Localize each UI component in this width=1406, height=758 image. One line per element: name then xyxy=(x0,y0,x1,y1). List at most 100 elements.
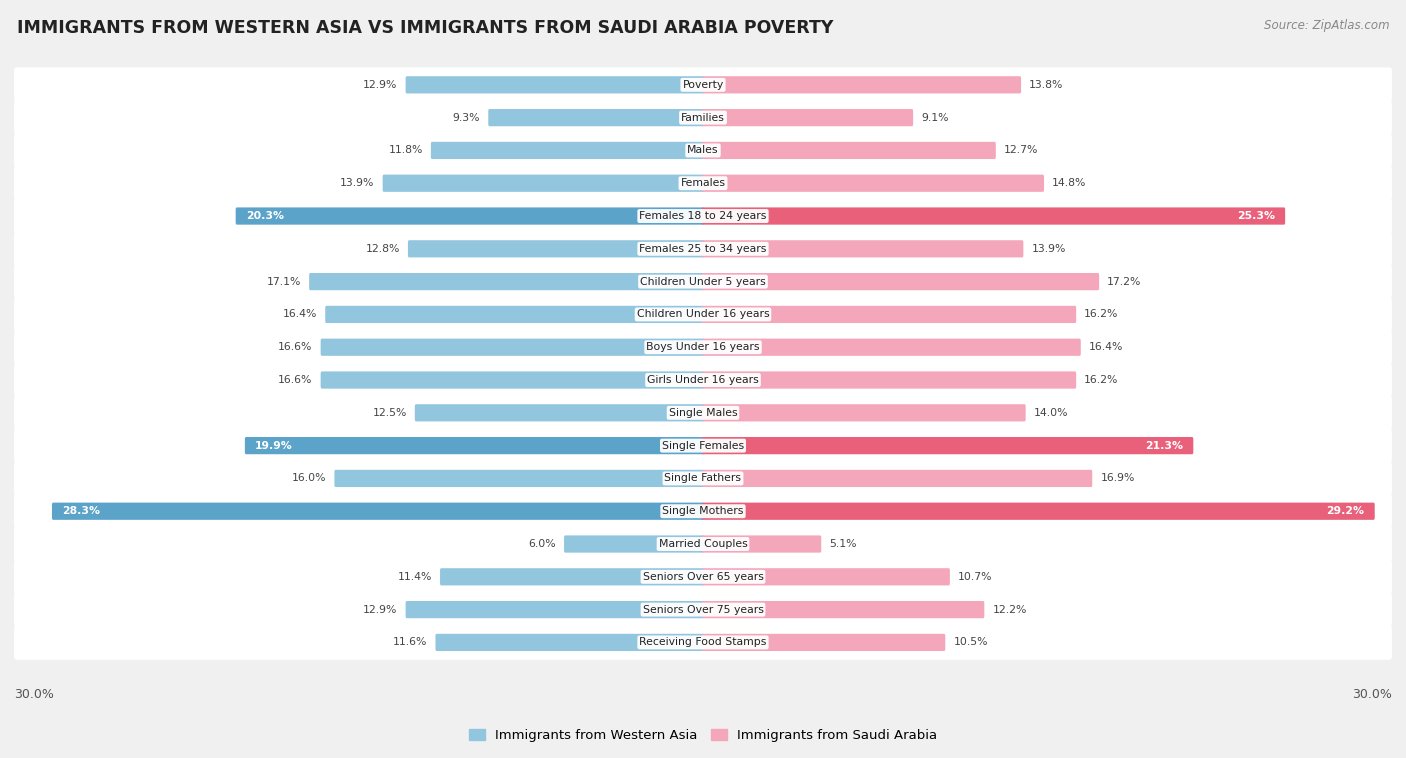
FancyBboxPatch shape xyxy=(14,100,1392,135)
Text: Poverty: Poverty xyxy=(682,80,724,90)
Text: 19.9%: 19.9% xyxy=(256,440,292,450)
Text: Seniors Over 75 years: Seniors Over 75 years xyxy=(643,605,763,615)
FancyBboxPatch shape xyxy=(702,77,1021,93)
FancyBboxPatch shape xyxy=(702,240,1024,258)
Text: 29.2%: 29.2% xyxy=(1326,506,1364,516)
Text: 13.9%: 13.9% xyxy=(340,178,374,188)
FancyBboxPatch shape xyxy=(14,330,1392,365)
Text: Children Under 5 years: Children Under 5 years xyxy=(640,277,766,287)
Text: 16.2%: 16.2% xyxy=(1084,309,1119,319)
FancyBboxPatch shape xyxy=(702,339,1081,356)
FancyBboxPatch shape xyxy=(405,601,704,619)
Text: Receiving Food Stamps: Receiving Food Stamps xyxy=(640,637,766,647)
Text: 20.3%: 20.3% xyxy=(246,211,284,221)
FancyBboxPatch shape xyxy=(430,142,704,159)
FancyBboxPatch shape xyxy=(245,437,704,454)
FancyBboxPatch shape xyxy=(702,404,1025,421)
FancyBboxPatch shape xyxy=(14,231,1392,266)
FancyBboxPatch shape xyxy=(702,371,1076,389)
Text: 5.1%: 5.1% xyxy=(830,539,856,549)
FancyBboxPatch shape xyxy=(14,625,1392,660)
FancyBboxPatch shape xyxy=(14,362,1392,397)
Text: 9.3%: 9.3% xyxy=(453,113,481,123)
Text: IMMIGRANTS FROM WESTERN ASIA VS IMMIGRANTS FROM SAUDI ARABIA POVERTY: IMMIGRANTS FROM WESTERN ASIA VS IMMIGRAN… xyxy=(17,19,834,37)
FancyBboxPatch shape xyxy=(14,67,1392,102)
Text: Married Couples: Married Couples xyxy=(658,539,748,549)
FancyBboxPatch shape xyxy=(702,305,1076,323)
Text: 16.4%: 16.4% xyxy=(283,309,318,319)
FancyBboxPatch shape xyxy=(14,133,1392,168)
FancyBboxPatch shape xyxy=(702,109,912,127)
Text: Single Mothers: Single Mothers xyxy=(662,506,744,516)
FancyBboxPatch shape xyxy=(702,437,1194,454)
Text: 14.0%: 14.0% xyxy=(1033,408,1069,418)
FancyBboxPatch shape xyxy=(14,592,1392,627)
Text: 12.9%: 12.9% xyxy=(363,605,398,615)
Text: 6.0%: 6.0% xyxy=(529,539,555,549)
FancyBboxPatch shape xyxy=(14,461,1392,496)
Text: Females 25 to 34 years: Females 25 to 34 years xyxy=(640,244,766,254)
FancyBboxPatch shape xyxy=(14,166,1392,201)
Text: Females: Females xyxy=(681,178,725,188)
FancyBboxPatch shape xyxy=(236,208,704,224)
Text: Males: Males xyxy=(688,146,718,155)
FancyBboxPatch shape xyxy=(440,568,704,585)
FancyBboxPatch shape xyxy=(702,208,1285,224)
Text: 16.0%: 16.0% xyxy=(292,474,326,484)
Text: 21.3%: 21.3% xyxy=(1144,440,1182,450)
Text: Single Males: Single Males xyxy=(669,408,737,418)
Text: 14.8%: 14.8% xyxy=(1052,178,1087,188)
FancyBboxPatch shape xyxy=(564,535,704,553)
Text: 11.8%: 11.8% xyxy=(388,146,423,155)
FancyBboxPatch shape xyxy=(321,339,704,356)
FancyBboxPatch shape xyxy=(14,199,1392,233)
Text: 25.3%: 25.3% xyxy=(1237,211,1275,221)
Text: 10.5%: 10.5% xyxy=(953,637,988,647)
FancyBboxPatch shape xyxy=(405,77,704,93)
FancyBboxPatch shape xyxy=(702,174,1045,192)
Text: Single Fathers: Single Fathers xyxy=(665,474,741,484)
Text: Girls Under 16 years: Girls Under 16 years xyxy=(647,375,759,385)
FancyBboxPatch shape xyxy=(52,503,704,520)
FancyBboxPatch shape xyxy=(14,396,1392,431)
FancyBboxPatch shape xyxy=(14,265,1392,299)
Text: 11.4%: 11.4% xyxy=(398,572,432,582)
FancyBboxPatch shape xyxy=(488,109,704,127)
Text: 16.6%: 16.6% xyxy=(278,375,312,385)
Text: 12.7%: 12.7% xyxy=(1004,146,1038,155)
Text: 16.2%: 16.2% xyxy=(1084,375,1119,385)
Text: 10.7%: 10.7% xyxy=(957,572,993,582)
Text: 12.5%: 12.5% xyxy=(373,408,406,418)
Text: 30.0%: 30.0% xyxy=(14,688,53,701)
Text: 16.9%: 16.9% xyxy=(1101,474,1135,484)
Text: Single Females: Single Females xyxy=(662,440,744,450)
FancyBboxPatch shape xyxy=(335,470,704,487)
Text: Families: Families xyxy=(681,113,725,123)
Text: 16.4%: 16.4% xyxy=(1088,342,1123,352)
Text: 12.8%: 12.8% xyxy=(366,244,399,254)
Text: 13.9%: 13.9% xyxy=(1032,244,1066,254)
Text: 17.1%: 17.1% xyxy=(267,277,301,287)
FancyBboxPatch shape xyxy=(702,601,984,619)
Text: Source: ZipAtlas.com: Source: ZipAtlas.com xyxy=(1264,19,1389,32)
FancyBboxPatch shape xyxy=(702,568,950,585)
FancyBboxPatch shape xyxy=(382,174,704,192)
FancyBboxPatch shape xyxy=(702,634,945,651)
FancyBboxPatch shape xyxy=(408,240,704,258)
Text: 16.6%: 16.6% xyxy=(278,342,312,352)
Text: 12.2%: 12.2% xyxy=(993,605,1026,615)
Text: 12.9%: 12.9% xyxy=(363,80,398,90)
Text: 13.8%: 13.8% xyxy=(1029,80,1063,90)
Text: Boys Under 16 years: Boys Under 16 years xyxy=(647,342,759,352)
FancyBboxPatch shape xyxy=(702,535,821,553)
Text: 30.0%: 30.0% xyxy=(1353,688,1392,701)
FancyBboxPatch shape xyxy=(325,305,704,323)
Text: 11.6%: 11.6% xyxy=(394,637,427,647)
Text: Seniors Over 65 years: Seniors Over 65 years xyxy=(643,572,763,582)
FancyBboxPatch shape xyxy=(14,527,1392,562)
FancyBboxPatch shape xyxy=(702,503,1375,520)
Text: Children Under 16 years: Children Under 16 years xyxy=(637,309,769,319)
FancyBboxPatch shape xyxy=(14,428,1392,463)
FancyBboxPatch shape xyxy=(415,404,704,421)
FancyBboxPatch shape xyxy=(702,470,1092,487)
